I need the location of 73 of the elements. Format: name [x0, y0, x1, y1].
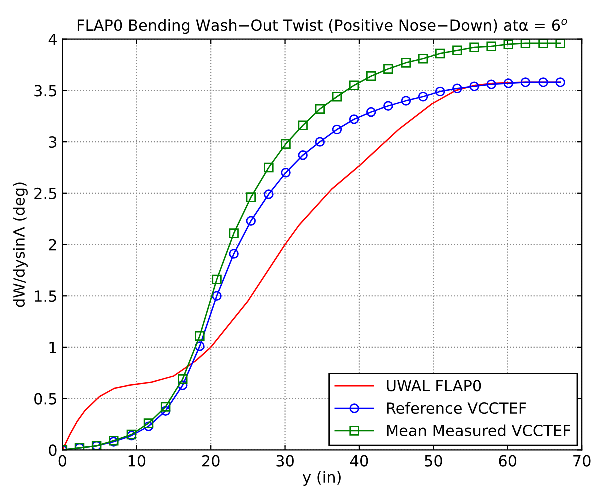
point [178, 374, 188, 384]
point [195, 331, 205, 342]
point [401, 96, 412, 106]
point [298, 120, 308, 130]
point [520, 39, 531, 48]
point [246, 216, 256, 226]
point [366, 71, 376, 82]
y-tick-label: 1.5 [35, 290, 56, 302]
point [315, 104, 326, 114]
legend-label: UWAL FLAP0 [387, 380, 482, 392]
point [281, 139, 291, 149]
point [556, 78, 566, 88]
x-axis-title: y (in) [302, 471, 341, 486]
y-tick-label: 3.5 [34, 85, 56, 97]
point [384, 64, 394, 74]
chart-title: FLAP0 Bending Wash−Out Twist (Positive Nose−Down) atα = 6$^{o}$ [78, 19, 568, 34]
point [281, 168, 291, 178]
point [332, 92, 342, 102]
y-tick-label: 3 [49, 136, 57, 148]
point [144, 422, 154, 432]
point [349, 80, 360, 90]
x-tick-label: 20 [202, 455, 220, 467]
x-tick-label: 10 [128, 455, 146, 467]
y-tick-label: 0 [49, 444, 57, 456]
point [315, 137, 326, 147]
point [470, 42, 480, 52]
point [452, 84, 462, 94]
x-tick-label: 30 [276, 455, 294, 467]
point [556, 39, 566, 48]
point [520, 78, 531, 88]
point [229, 228, 239, 238]
point [160, 406, 171, 416]
point [332, 124, 342, 135]
point [470, 82, 480, 92]
y-tick-label: 1 [50, 342, 56, 354]
point [504, 78, 514, 88]
x-tick-label: 0 [58, 455, 67, 467]
point [538, 78, 548, 88]
point [195, 342, 205, 352]
point [486, 80, 496, 90]
x-tick-label: 50 [425, 455, 442, 467]
point [212, 291, 222, 301]
y-tick-label: 2.5 [34, 188, 56, 200]
point [264, 190, 274, 200]
y-tick-label: 4 [48, 34, 57, 46]
point [418, 92, 428, 102]
point [486, 42, 496, 52]
point [435, 48, 446, 59]
point [178, 380, 188, 390]
point [298, 150, 308, 160]
point [349, 114, 360, 124]
x-tick-label: 60 [499, 455, 517, 467]
y-tick-label: 0.5 [34, 393, 56, 405]
x-tick-label: 70 [574, 455, 591, 467]
point [160, 402, 171, 412]
legend-label: Reference VCCTEF [387, 402, 526, 414]
point [401, 58, 412, 68]
point [246, 192, 256, 202]
point [366, 107, 376, 118]
point [538, 39, 548, 48]
point [435, 86, 446, 97]
point [212, 274, 222, 285]
point [504, 40, 514, 50]
legend-label: Mean Measured VCCTEF [387, 424, 570, 437]
y-axis-title: dW/dysinΛ (deg) [13, 182, 28, 308]
x-tick-label: 40 [350, 455, 368, 467]
point [229, 249, 239, 259]
y-tick-label: 2 [49, 239, 56, 251]
point [264, 162, 274, 173]
point [418, 54, 428, 64]
point [452, 46, 462, 56]
point [384, 101, 394, 111]
point [144, 418, 154, 428]
